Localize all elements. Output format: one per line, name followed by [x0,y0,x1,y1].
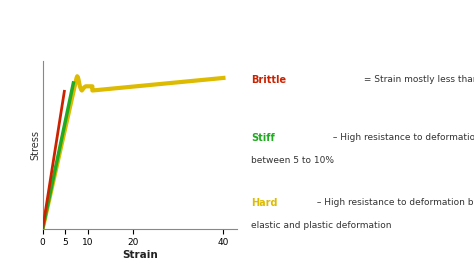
Text: between 5 to 10%: between 5 to 10% [251,156,334,165]
Text: = Strain mostly less than 5%: = Strain mostly less than 5% [361,75,474,84]
Text: Stiff: Stiff [251,133,275,143]
Text: Brittle, Stiff and Hard Materials: Brittle, Stiff and Hard Materials [93,18,381,33]
Text: Hard: Hard [251,198,278,208]
Text: elastic and plastic deformation: elastic and plastic deformation [251,221,392,230]
X-axis label: Strain: Strain [122,250,158,260]
Text: Brittle: Brittle [251,75,286,85]
Text: – High resistance to deformation and strain: – High resistance to deformation and str… [330,133,474,142]
Text: – High resistance to deformation but shows both: – High resistance to deformation but sho… [314,198,474,207]
Y-axis label: Stress: Stress [30,130,40,160]
